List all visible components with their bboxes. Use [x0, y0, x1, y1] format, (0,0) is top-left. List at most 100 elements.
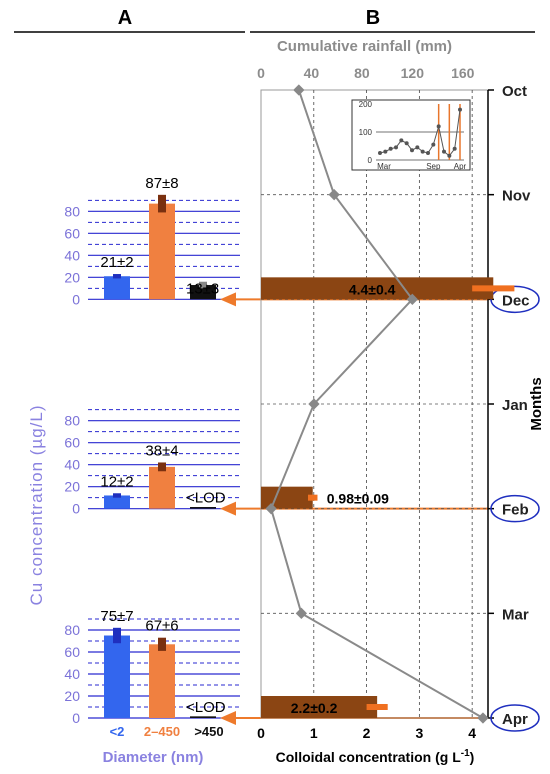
bottom-axis-tick: 2 [363, 725, 371, 741]
rainfall-point [328, 189, 340, 201]
panel-a-ytick: 40 [64, 247, 80, 263]
top-axis-tick: 160 [451, 65, 475, 81]
inset-point [420, 149, 425, 154]
rainfall-point [406, 293, 418, 305]
inset-point [388, 146, 393, 151]
concentration-bar [190, 285, 216, 300]
inset-point [404, 141, 409, 146]
colloid-bar [261, 277, 494, 300]
concentration-error-bar [158, 194, 166, 213]
inset-line [379, 109, 461, 157]
panel-a-label: A [118, 7, 132, 29]
bottom-axis-label-close: ) [470, 749, 475, 765]
colloid-bar-label: 0.98±0.09 [327, 491, 389, 507]
panel-a-ytick: 20 [64, 688, 80, 704]
concentration-label: 87±8 [145, 175, 178, 192]
panel-a-ytick: 20 [64, 269, 80, 285]
top-axis-tick: 40 [304, 65, 320, 81]
top-axis-tick: 120 [401, 65, 425, 81]
inset-point [415, 145, 420, 150]
concentration-error-bar [113, 274, 121, 279]
rainfall-point [308, 398, 320, 410]
panel-a-category-label: 2–450 [144, 724, 180, 739]
concentration-error-bar [113, 493, 121, 498]
inset-xtick: Mar [377, 162, 391, 171]
inset-ytick: 0 [368, 156, 373, 165]
concentration-label: 21±2 [100, 254, 133, 271]
concentration-bar [149, 203, 175, 300]
concentration-error-bar [199, 281, 207, 289]
top-axis-label: Cumulative rainfall (mm) [277, 38, 452, 55]
panel-b-ylabel: Months [528, 377, 545, 430]
panel-a-ylabel: Cu concentration (µg/L) [27, 405, 46, 606]
concentration-bar [149, 644, 175, 718]
rainfall-point [477, 712, 489, 724]
panel-a-ytick: 40 [64, 457, 80, 473]
inset-point [378, 151, 382, 155]
month-label: Dec [502, 292, 530, 309]
inset-ytick: 200 [359, 100, 373, 109]
panel-a-category-label: <2 [110, 724, 125, 739]
concentration-label: 12±2 [100, 473, 133, 490]
inset-point [431, 142, 436, 147]
rainfall-point [295, 607, 308, 619]
panel-a-ytick: 0 [72, 501, 80, 517]
inset-point [452, 146, 457, 151]
inset-xtick: Sep [426, 162, 441, 171]
inset-point [399, 138, 404, 143]
inset-point [383, 149, 388, 154]
month-connector-arrowhead [220, 501, 236, 516]
bottom-axis-tick: 4 [468, 725, 476, 741]
concentration-label: 67±6 [145, 618, 178, 635]
month-label: Feb [502, 502, 529, 519]
inset-point [447, 153, 452, 158]
concentration-label: 38±4 [145, 442, 178, 459]
concentration-error-bar [113, 627, 121, 644]
concentration-bar [104, 635, 130, 718]
panel-b-plot: Oct Nov Dec Jan Feb Mar Apr Months Cumulative ra… [257, 38, 545, 765]
concentration-label: 13±3 [186, 280, 219, 297]
concentration-bar [104, 276, 130, 300]
top-axis-tick: 0 [257, 65, 265, 81]
month-connector-arrowhead [220, 711, 236, 725]
inset-xtick: Apr [454, 162, 467, 171]
panel-a-plot: 02040608021±287±813±302040608012±238±4<L… [64, 175, 488, 766]
bottom-axis-tick: 1 [310, 725, 318, 741]
panel-a-ytick: 60 [64, 225, 80, 241]
panel-a-ytick: 80 [64, 413, 80, 429]
panel-a-ytick: 0 [72, 710, 80, 726]
concentration-bar [190, 716, 216, 718]
concentration-label: 75±7 [100, 608, 133, 625]
concentration-bar [104, 495, 130, 509]
panel-a-ytick: 40 [64, 666, 80, 682]
month-label: Apr [502, 711, 528, 728]
month-highlight-circle [490, 494, 540, 523]
colloid-bar-label: 4.4±0.4 [349, 281, 396, 297]
panel-a-ytick: 0 [72, 291, 80, 307]
inset-ytick: 100 [359, 128, 373, 137]
panel-a-ytick: 60 [64, 644, 80, 660]
colloid-bar [261, 696, 378, 718]
inset-point [442, 149, 446, 154]
inset-point [458, 107, 462, 112]
bottom-axis-label: Colloidal concentration (g L-1) [276, 748, 475, 765]
panel-a-ytick: 80 [64, 622, 80, 638]
panel-a-xlabel: Diameter (nm) [103, 749, 204, 766]
month-label: Jan [502, 397, 528, 414]
panel-a-ytick: 20 [64, 479, 80, 495]
month-label: Nov [502, 188, 531, 205]
panel-a-ytick: 60 [64, 435, 80, 451]
inset-point [436, 124, 441, 129]
month-label: Mar [502, 606, 529, 623]
bottom-axis-tick: 0 [257, 725, 265, 741]
concentration-error-bar [158, 637, 166, 651]
inset-point [394, 145, 398, 150]
inset-frame [351, 99, 471, 171]
colloid-bar-label: 2.2±0.2 [291, 700, 338, 716]
rainfall-point [293, 84, 305, 96]
panel-a-ytick: 80 [64, 203, 80, 219]
month-label: Oct [502, 83, 527, 100]
panel-b-label: B [366, 7, 380, 29]
concentration-bar [190, 507, 216, 509]
